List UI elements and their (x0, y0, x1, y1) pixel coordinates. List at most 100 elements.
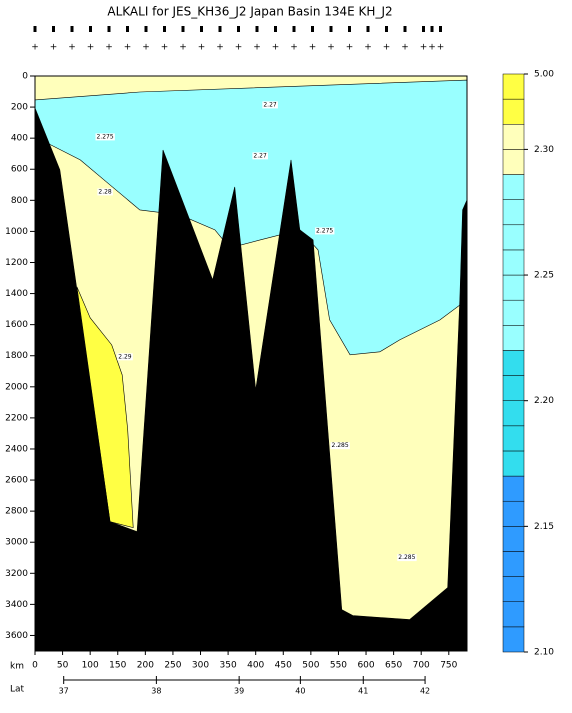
y-tick-label: 2800 (5, 507, 28, 517)
contour-label: 2.285 (398, 554, 415, 561)
contour-label-bg (315, 227, 335, 235)
colorbar-band (502, 450, 525, 477)
y-tick-label: 2400 (5, 444, 28, 454)
station-marker: + (428, 43, 436, 53)
colorbar-band (502, 601, 525, 628)
station-marker: + (437, 43, 445, 53)
chart-title: ALKALI for JES_KH36_J2 Japan Basin 134E … (107, 5, 392, 19)
station-tag (255, 26, 259, 32)
x-tick-label: 300 (192, 661, 209, 671)
colorbar-band (502, 299, 525, 326)
y-tick-label: 800 (11, 196, 28, 206)
station-tag (126, 26, 129, 32)
x-tick-label: 250 (164, 661, 181, 671)
station-marker: + (420, 43, 428, 53)
colorbar-tick-label: 2.15 (534, 522, 554, 532)
x-tick-label: 750 (440, 661, 457, 671)
colorbar-tick-label: 2.30 (534, 145, 554, 155)
colorbar-band (502, 174, 525, 200)
contour-label-bg (117, 353, 133, 361)
y-tick-label: 1600 (5, 320, 28, 330)
y-tick-label: 3000 (5, 538, 28, 548)
lat-tick-label: 37 (59, 687, 69, 696)
contour-label-bg (262, 101, 278, 109)
station-marker: + (364, 43, 372, 53)
lat-tick-label: 41 (358, 687, 368, 696)
colorbar-band (502, 375, 525, 401)
station-marker: + (161, 43, 169, 53)
colorbar-band (502, 224, 525, 251)
contour-label-bg (330, 442, 350, 450)
contour-label-bg (95, 133, 115, 141)
station-tag (181, 26, 185, 32)
colorbar-band (502, 249, 525, 276)
colorbar-band (502, 475, 525, 502)
contour-label-bg (252, 152, 268, 160)
station-tag (144, 26, 148, 32)
contour-label: 2.285 (332, 442, 349, 449)
station-tag (107, 26, 111, 32)
contour-label: 2.27 (253, 152, 267, 159)
contour-label: 2.27 (263, 101, 277, 108)
station-marker: + (235, 43, 243, 53)
x-tick-label: 0 (32, 661, 38, 671)
contour-label: 2.29 (118, 353, 132, 360)
station-tag (348, 26, 351, 32)
lat-axis-label: Lat (10, 685, 25, 695)
colorbar-tick-label: 2.20 (534, 396, 554, 406)
colorbar-band (502, 425, 525, 452)
station-tag (430, 26, 434, 32)
y-tick-label: 1000 (5, 227, 28, 237)
contour-label: 2.275 (316, 227, 333, 234)
station-tag (292, 26, 296, 32)
station-tag (237, 26, 240, 32)
colorbar-band (502, 199, 525, 226)
colorbar-band (502, 576, 525, 602)
y-tick-label: 2600 (5, 476, 28, 486)
x-axis-label: km (10, 662, 24, 672)
y-tick-label: 3400 (5, 600, 28, 610)
colorbar-band (502, 526, 525, 552)
y-tick-label: 0 (22, 72, 28, 82)
y-tick-label: 400 (11, 134, 28, 144)
contour-label: 2.275 (96, 133, 113, 140)
colorbar-band (502, 350, 525, 376)
x-tick-label: 350 (220, 661, 237, 671)
y-tick-label: 3600 (5, 631, 28, 641)
station-tag (274, 26, 277, 32)
colorbar-band (502, 626, 525, 653)
station-tag (200, 26, 203, 32)
lat-tick-label: 40 (295, 687, 305, 696)
contour-region (34, 107, 468, 652)
contour-label-bg (97, 188, 113, 196)
x-tick-label: 550 (330, 661, 347, 671)
station-tag (439, 26, 442, 32)
station-marker: + (383, 43, 391, 53)
x-tick-label: 150 (109, 661, 126, 671)
station-tag (422, 26, 425, 32)
y-tick-label: 600 (11, 165, 28, 175)
station-marker: + (253, 43, 261, 53)
y-tick-label: 2200 (5, 413, 28, 423)
station-marker: + (346, 43, 354, 53)
station-marker: + (309, 43, 317, 53)
x-tick-label: 100 (82, 661, 99, 671)
station-marker: + (198, 43, 206, 53)
station-marker: + (179, 43, 187, 53)
colorbar-band (502, 274, 525, 301)
colorbar-tick-label: 5.00 (534, 70, 554, 80)
station-marker: + (290, 43, 298, 53)
x-tick-label: 200 (137, 661, 154, 671)
y-tick-label: 3200 (5, 569, 28, 579)
plot-frame (34, 75, 468, 652)
station-marker: + (401, 43, 409, 53)
station-marker: + (87, 43, 95, 53)
station-tag (70, 26, 74, 32)
station-marker: + (68, 43, 76, 53)
colorbar-band (502, 149, 525, 175)
y-tick-label: 2000 (5, 382, 28, 392)
colorbar-band (502, 400, 525, 427)
contour-label-bg (397, 554, 417, 562)
station-tag (33, 26, 37, 32)
station-marker: + (216, 43, 224, 53)
